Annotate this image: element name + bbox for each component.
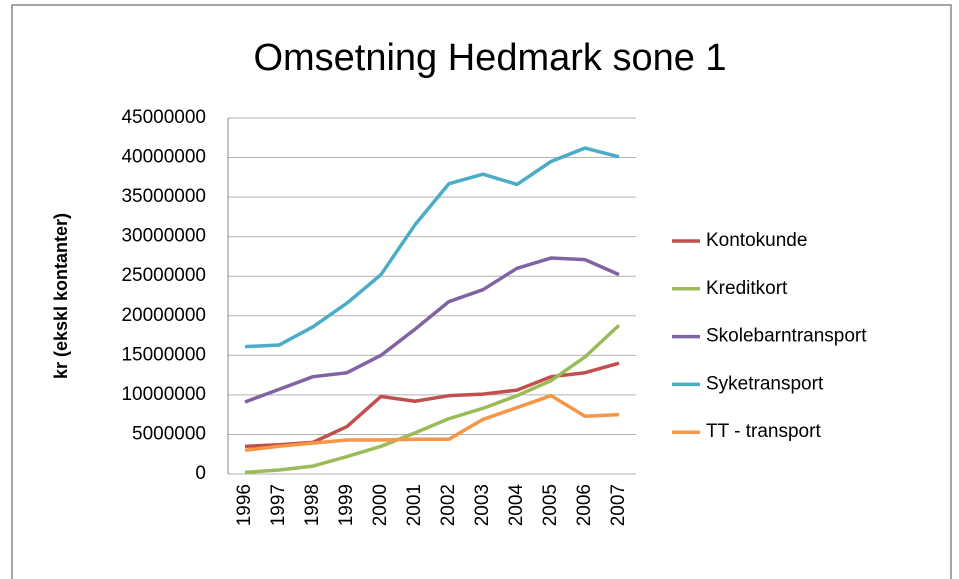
- x-tick-label: 1999: [336, 484, 357, 526]
- legend-label: Syketransport: [706, 373, 824, 394]
- y-tick-label: 40000000: [121, 147, 206, 168]
- x-tick-label: 2005: [540, 484, 561, 526]
- chart-title: Omsetning Hedmark sone 1: [253, 37, 726, 79]
- y-tick-label: 10000000: [121, 384, 206, 405]
- legend-label: TT - transport: [706, 421, 821, 442]
- y-tick-label: 0: [195, 463, 206, 484]
- x-tick-label: 2000: [370, 484, 391, 526]
- x-tick-label: 2002: [438, 484, 459, 526]
- series-line: [244, 393, 620, 453]
- legend-label: Skolebarntransport: [706, 326, 867, 347]
- x-tick-label: 2006: [574, 484, 595, 526]
- legend-label: Kreditkort: [706, 278, 788, 299]
- x-tick-label: 2003: [472, 484, 493, 526]
- y-axis-label: kr (ekskl kontanter): [51, 213, 71, 379]
- x-tick-label: 2007: [608, 484, 629, 526]
- x-tick-label: 1998: [302, 484, 323, 526]
- y-tick-label: 15000000: [121, 344, 206, 365]
- series-line: [244, 146, 620, 349]
- y-tick-label: 45000000: [121, 107, 206, 128]
- y-tick-label: 35000000: [121, 186, 206, 207]
- x-tick-label: 2004: [506, 484, 527, 527]
- legend-label: Kontokunde: [706, 230, 807, 251]
- series-line: [244, 323, 621, 475]
- x-tick-label: 1997: [268, 484, 289, 526]
- y-tick-label: 5000000: [132, 423, 206, 444]
- y-tick-label: 30000000: [121, 226, 206, 247]
- x-tick-label: 1996: [234, 484, 255, 526]
- y-tick-label: 20000000: [121, 305, 206, 326]
- y-tick-label: 25000000: [121, 265, 206, 286]
- x-tick-label: 2001: [404, 484, 425, 526]
- series-line: [244, 256, 620, 404]
